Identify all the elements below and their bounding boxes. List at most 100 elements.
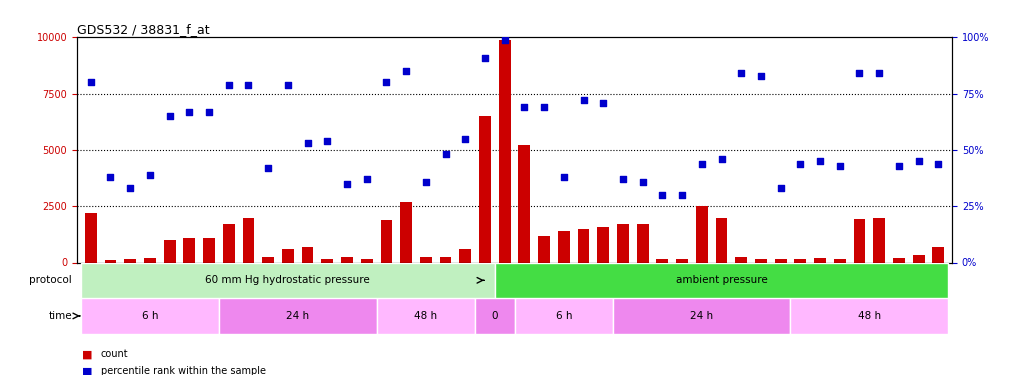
Point <box>871 70 887 76</box>
Bar <box>715 217 727 262</box>
Point <box>655 192 671 198</box>
Bar <box>514 298 614 334</box>
Point <box>595 100 611 106</box>
Bar <box>85 213 96 262</box>
Text: percentile rank within the sample: percentile rank within the sample <box>101 366 266 375</box>
Point <box>576 98 592 104</box>
Bar <box>321 259 333 262</box>
Bar <box>815 258 826 262</box>
Point <box>240 82 256 88</box>
Text: 60 mm Hg hydrostatic pressure: 60 mm Hg hydrostatic pressure <box>205 275 370 285</box>
Point <box>221 82 237 88</box>
Bar <box>381 220 392 262</box>
Bar <box>913 255 924 262</box>
Bar <box>81 262 495 298</box>
Bar <box>873 217 885 262</box>
Point <box>910 158 926 164</box>
Point <box>931 160 947 166</box>
Point <box>536 104 552 110</box>
Bar <box>755 259 766 262</box>
Bar <box>736 257 747 262</box>
Point <box>379 80 395 86</box>
Bar <box>597 226 609 262</box>
Point <box>398 68 415 74</box>
Text: 6 h: 6 h <box>555 311 573 321</box>
Text: count: count <box>101 350 128 359</box>
Point <box>142 172 158 178</box>
Bar <box>341 257 353 262</box>
Bar <box>377 298 475 334</box>
Bar <box>219 298 377 334</box>
Point <box>812 158 828 164</box>
Text: 48 h: 48 h <box>415 311 437 321</box>
Text: GDS532 / 38831_f_at: GDS532 / 38831_f_at <box>77 23 209 36</box>
Text: protocol: protocol <box>29 275 72 285</box>
Point <box>792 160 808 166</box>
Text: 24 h: 24 h <box>286 311 309 321</box>
Point <box>674 192 690 198</box>
Point <box>300 140 316 146</box>
Bar <box>475 298 514 334</box>
Point <box>556 174 573 180</box>
Bar <box>558 231 569 262</box>
Bar <box>282 249 293 262</box>
Point <box>260 165 276 171</box>
Bar <box>539 236 550 262</box>
Text: time: time <box>48 311 72 321</box>
Bar <box>164 240 175 262</box>
Point <box>103 174 119 180</box>
Point <box>516 104 532 110</box>
Bar <box>495 262 948 298</box>
Bar <box>203 238 214 262</box>
Point <box>694 160 710 166</box>
Point <box>319 138 336 144</box>
Bar <box>499 40 511 262</box>
Point <box>122 185 139 191</box>
Point <box>615 176 631 182</box>
Bar <box>637 224 648 262</box>
Point <box>852 70 868 76</box>
Bar <box>617 224 629 262</box>
Point <box>773 185 789 191</box>
Bar <box>439 257 451 262</box>
Bar <box>518 146 530 262</box>
Point <box>418 178 434 184</box>
Bar <box>302 247 314 262</box>
Bar <box>400 202 412 262</box>
Bar <box>578 229 590 262</box>
Point <box>634 178 650 184</box>
Point <box>891 163 907 169</box>
Point <box>437 152 453 157</box>
Text: 48 h: 48 h <box>858 311 881 321</box>
Point <box>182 109 198 115</box>
Point <box>82 80 98 86</box>
Point <box>457 136 473 142</box>
Bar <box>144 258 156 262</box>
Bar <box>676 259 688 262</box>
Bar <box>834 259 845 262</box>
Point <box>831 163 847 169</box>
Bar <box>794 259 806 262</box>
Text: 0: 0 <box>491 311 498 321</box>
Point <box>497 37 513 43</box>
Point <box>201 109 218 115</box>
Bar <box>420 257 432 262</box>
Bar <box>184 238 195 262</box>
Point <box>733 70 749 76</box>
Text: ambient pressure: ambient pressure <box>676 275 767 285</box>
Point <box>753 73 770 79</box>
Bar <box>614 298 790 334</box>
Bar <box>893 258 905 262</box>
Point <box>713 156 729 162</box>
Bar <box>933 247 944 262</box>
Bar <box>479 116 490 262</box>
Bar <box>81 298 219 334</box>
Bar <box>854 219 865 262</box>
Bar <box>263 257 274 262</box>
Text: ■: ■ <box>82 350 92 359</box>
Bar <box>775 259 787 262</box>
Point <box>358 176 374 182</box>
Text: 24 h: 24 h <box>690 311 713 321</box>
Text: 6 h: 6 h <box>142 311 158 321</box>
Bar <box>124 259 136 262</box>
